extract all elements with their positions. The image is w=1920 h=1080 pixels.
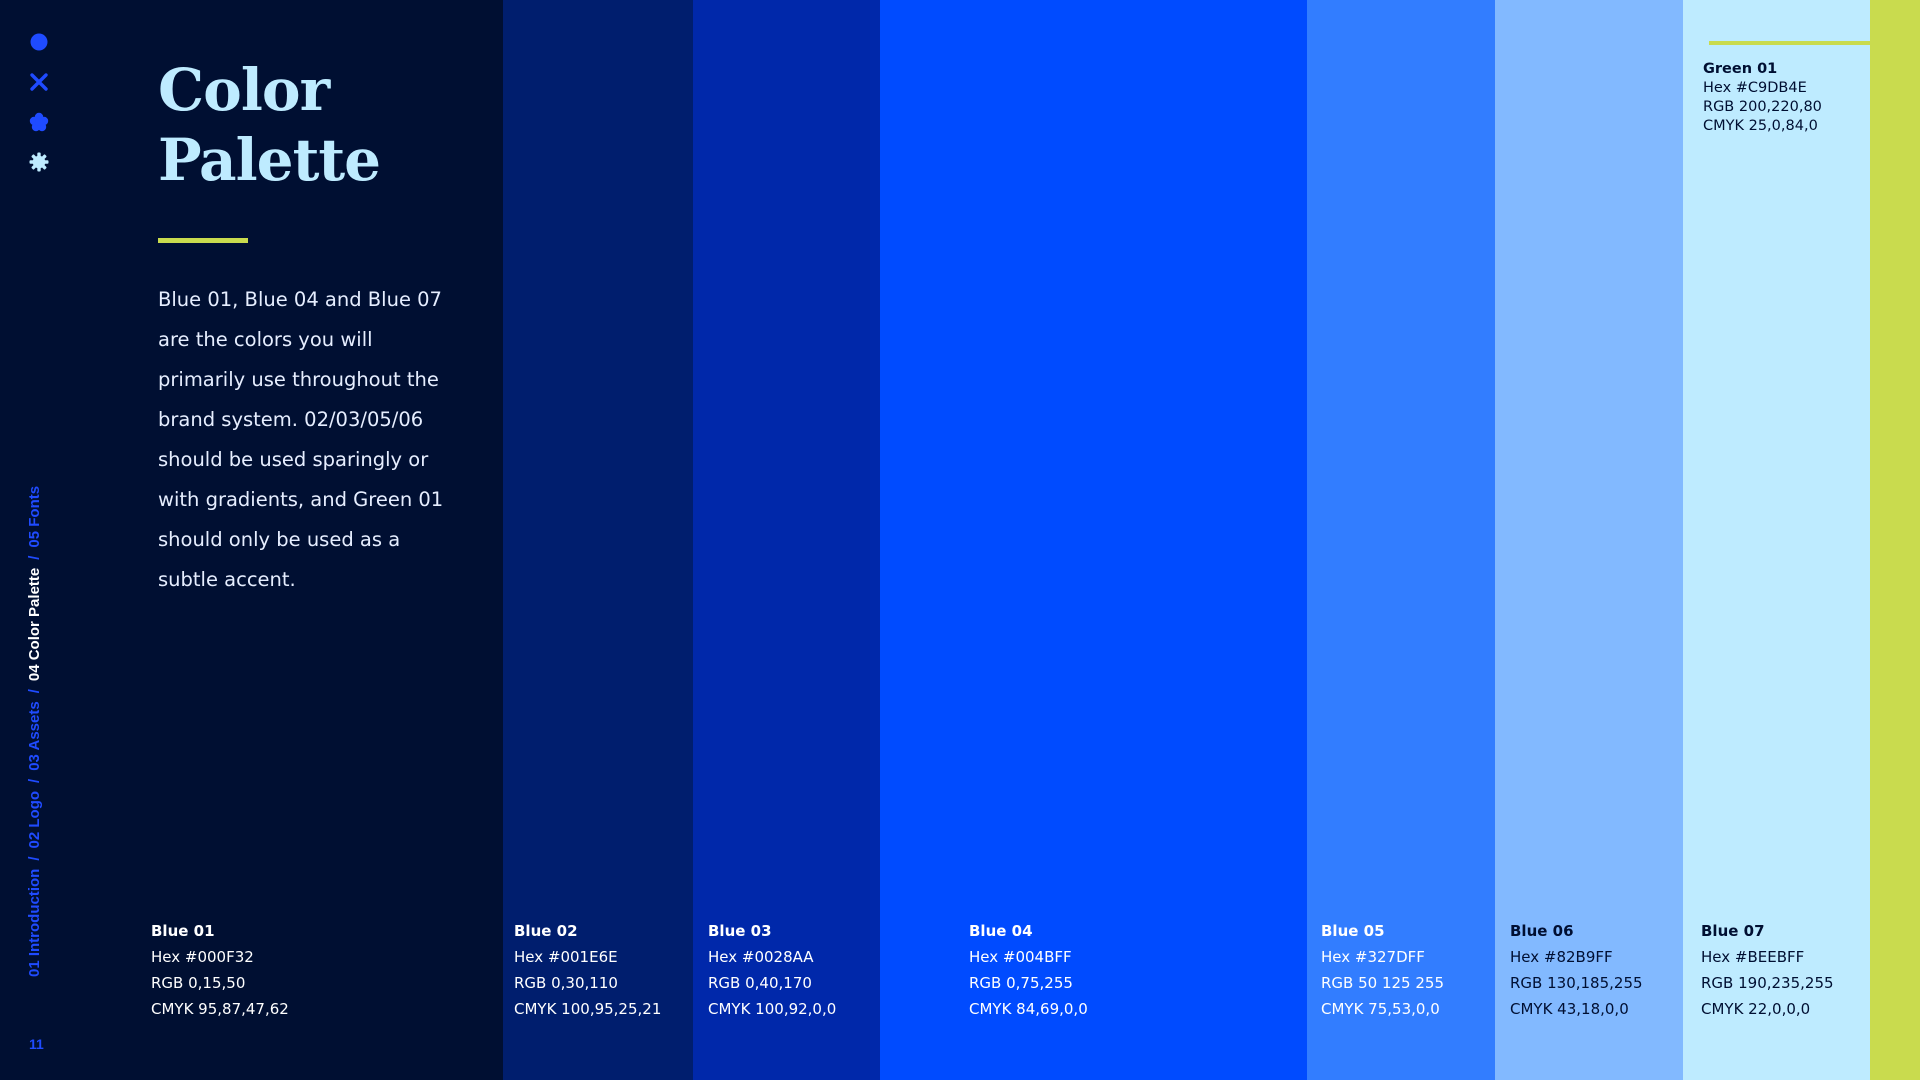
swatch-label-green-01: Green 01 Hex #C9DB4E RGB 200,220,80 CMYK… [1703, 60, 1822, 136]
page-title: Color Palette [158, 55, 381, 195]
swatch-label-blue-04: Blue 04 Hex #004BFF RGB 0,75,255 CMYK 84… [969, 918, 1088, 1022]
section-nav: 01 Introduction / 02 Logo / 03 Assets / 04 Col… [26, 486, 43, 977]
swatch-blue-02 [503, 0, 693, 1080]
dot-icon[interactable] [29, 32, 49, 52]
swatch-label-blue-06: Blue 06 Hex #82B9FF RGB 130,185,255 CMYK… [1510, 918, 1643, 1022]
nav-separator: / [26, 555, 43, 560]
nav-item-assets[interactable]: 03 Assets [26, 701, 43, 771]
swatch-rgb: RGB 130,185,255 [1510, 974, 1643, 992]
nav-separator: / [26, 778, 43, 783]
page-number: 11 [29, 1036, 44, 1052]
swatch-name: Blue 05 [1321, 922, 1385, 940]
x-icon[interactable] [29, 72, 49, 92]
swatch-rgb: RGB 0,40,170 [708, 974, 812, 992]
title-accent-rule [158, 238, 248, 243]
swatch-rgb: RGB 200,220,80 [1703, 99, 1822, 115]
swatch-cmyk: CMYK 75,53,0,0 [1321, 1000, 1440, 1018]
gear-icon[interactable] [29, 152, 49, 172]
swatch-cmyk: CMYK 100,95,25,21 [514, 1000, 662, 1018]
swatch-blue-03 [693, 0, 880, 1080]
swatch-blue-06 [1495, 0, 1683, 1080]
swatch-green-01 [1870, 0, 1920, 1080]
swatch-hex: Hex #BEEBFF [1701, 948, 1805, 966]
nav-separator: / [26, 856, 43, 861]
swatch-name: Blue 02 [514, 922, 578, 940]
nav-item-introduction[interactable]: 01 Introduction [26, 868, 43, 977]
swatch-rgb: RGB 190,235,255 [1701, 974, 1834, 992]
swatch-name: Blue 06 [1510, 922, 1574, 940]
swatch-hex: Hex #C9DB4E [1703, 80, 1807, 96]
swatch-rgb: RGB 0,75,255 [969, 974, 1073, 992]
swatch-label-blue-05: Blue 05 Hex #327DFF RGB 50 125 255 CMYK … [1321, 918, 1444, 1022]
page-title-line-2: Palette [158, 126, 381, 194]
swatch-hex: Hex #000F32 [151, 948, 254, 966]
swatch-rgb: RGB 0,15,50 [151, 974, 246, 992]
swatch-blue-07 [1683, 0, 1870, 1080]
nav-item-fonts[interactable]: 05 Fonts [26, 485, 43, 548]
swatch-cmyk: CMYK 84,69,0,0 [969, 1000, 1088, 1018]
swatch-cmyk: CMYK 100,92,0,0 [708, 1000, 837, 1018]
swatch-hex: Hex #327DFF [1321, 948, 1425, 966]
swatch-name: Blue 04 [969, 922, 1033, 940]
nav-separator: / [26, 689, 43, 694]
swatch-blue-04 [880, 0, 1307, 1080]
swatch-cmyk: CMYK 22,0,0,0 [1701, 1000, 1811, 1018]
swatch-name: Blue 07 [1701, 922, 1765, 940]
swatch-hex: Hex #0028AA [708, 948, 814, 966]
swatch-hex: Hex #82B9FF [1510, 948, 1613, 966]
nav-item-logo[interactable]: 02 Logo [26, 790, 43, 849]
swatch-cmyk: CMYK 43,18,0,0 [1510, 1000, 1629, 1018]
swatch-name: Blue 01 [151, 922, 215, 940]
nav-item-color-palette[interactable]: 04 Color Palette [26, 567, 43, 682]
swatch-hex: Hex #001E6E [514, 948, 618, 966]
page-title-line-1: Color [158, 56, 330, 124]
swatch-blue-05 [1307, 0, 1495, 1080]
swatch-label-blue-03: Blue 03 Hex #0028AA RGB 0,40,170 CMYK 10… [708, 918, 836, 1022]
swatch-name: Green 01 [1703, 61, 1778, 77]
swatch-cmyk: CMYK 25,0,84,0 [1703, 118, 1818, 134]
intro-paragraph: Blue 01, Blue 04 and Blue 07 are the col… [158, 288, 444, 591]
swatch-rgb: RGB 0,30,110 [514, 974, 618, 992]
swatch-hex: Hex #004BFF [969, 948, 1072, 966]
flower-icon[interactable] [29, 112, 49, 132]
swatch-label-blue-01: Blue 01 Hex #000F32 RGB 0,15,50 CMYK 95,… [151, 918, 289, 1022]
green-accent-rule [1709, 41, 1870, 45]
swatch-label-blue-02: Blue 02 Hex #001E6E RGB 0,30,110 CMYK 10… [514, 918, 661, 1022]
swatch-blue-01 [0, 0, 503, 1080]
swatch-rgb: RGB 50 125 255 [1321, 974, 1444, 992]
swatch-cmyk: CMYK 95,87,47,62 [151, 1000, 289, 1018]
swatch-name: Blue 03 [708, 922, 772, 940]
swatch-label-blue-07: Blue 07 Hex #BEEBFF RGB 190,235,255 CMYK… [1701, 918, 1834, 1022]
